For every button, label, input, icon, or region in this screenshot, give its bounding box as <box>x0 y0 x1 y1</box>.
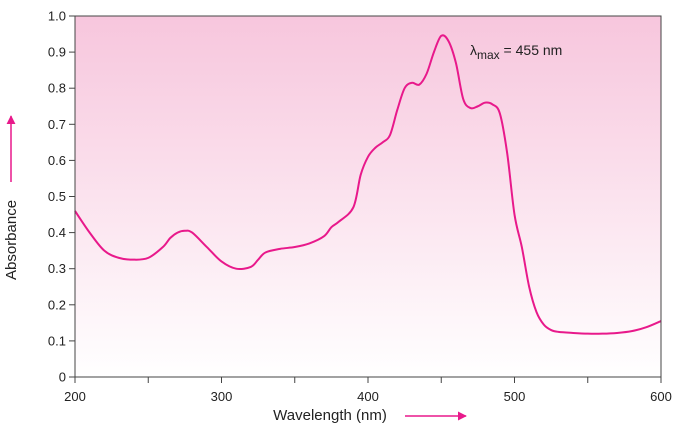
x-tick-label: 200 <box>64 389 86 404</box>
x-tick-label: 600 <box>650 389 672 404</box>
lambda-max-annotation: λmax = 455 nm <box>470 42 562 62</box>
absorbance-series-line <box>74 34 662 335</box>
y-tick-label: 0.8 <box>48 81 66 96</box>
y-tick-label: 0.2 <box>48 297 66 312</box>
axis-ticks: 0 0.1 0.2 0.3 0.4 0.5 0.6 0.7 0.8 0.9 1.0 200 300 400… <box>48 9 672 405</box>
lambda-symbol: λ <box>470 42 477 58</box>
y-tick-label: 0 <box>59 370 66 385</box>
y-tick-label: 0.6 <box>48 153 66 168</box>
y-tick-label: 0.5 <box>48 189 66 204</box>
y-tick-label: 0.7 <box>48 117 66 132</box>
y-tick-label: 0.1 <box>48 333 66 348</box>
y-axis-title: Absorbance <box>3 200 20 280</box>
x-tick-label: 400 <box>357 389 379 404</box>
y-tick-label: 1.0 <box>48 9 66 24</box>
y-tick-label: 0.9 <box>48 45 66 60</box>
x-axis-title: Wavelength (nm) <box>273 407 387 424</box>
plot-frame <box>74 15 662 378</box>
lambda-subscript: max <box>477 48 500 62</box>
x-tick-label: 500 <box>504 389 526 404</box>
x-tick-label: 300 <box>211 389 233 404</box>
y-tick-label: 0.3 <box>48 261 66 276</box>
lambda-value: = 455 nm <box>500 42 563 58</box>
y-tick-label: 0.4 <box>48 225 66 240</box>
plot-area <box>75 16 661 377</box>
